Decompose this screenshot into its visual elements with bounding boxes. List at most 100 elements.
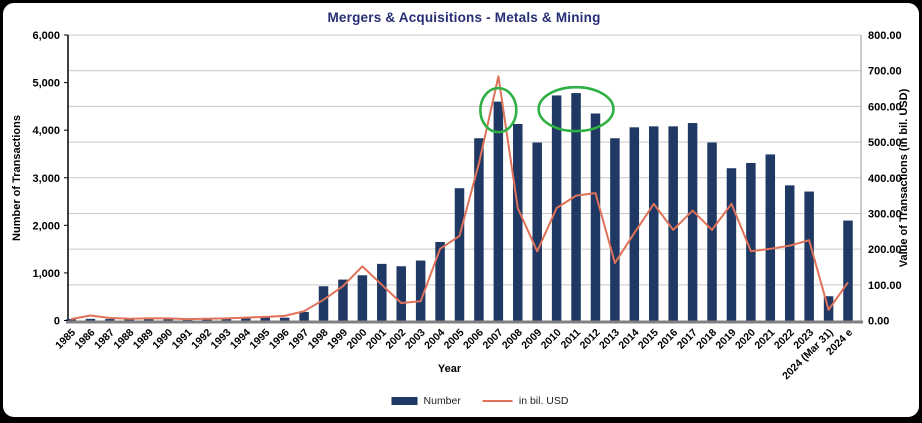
bar-2003 <box>415 260 426 321</box>
x-tick-label-2004: 2004 <box>422 327 447 352</box>
bar-2020 <box>746 162 756 321</box>
x-axis-title: Year <box>438 363 462 375</box>
bar-2024 e <box>843 220 853 321</box>
x-tick-label-2014: 2014 <box>616 327 641 352</box>
x-tick-label-1999: 1999 <box>325 327 350 352</box>
bar-2018 <box>707 142 717 321</box>
x-tick-label-1986: 1986 <box>73 327 98 352</box>
bar-1985 <box>66 319 76 321</box>
y-tick-label-right: 600.00 <box>868 101 902 113</box>
bar-1987 <box>105 319 115 321</box>
bar-2014 <box>629 127 640 321</box>
x-tick-label-1998: 1998 <box>306 327 331 352</box>
chart-title: Mergers & Acquisitions - Metals & Mining <box>327 10 601 25</box>
legend-bar-swatch-icon <box>391 397 418 405</box>
x-tick-label-1989: 1989 <box>131 327 156 352</box>
x-tick-label-2017: 2017 <box>675 327 700 352</box>
legend: Number in bil. USD <box>391 395 571 407</box>
bar-2009 <box>532 142 542 321</box>
bar-2006 <box>474 138 484 321</box>
y-tick-label-right: 400.00 <box>868 173 902 185</box>
bar-2008 <box>513 123 523 321</box>
bar-1989 <box>143 319 154 321</box>
bar-2001 <box>377 263 387 321</box>
bar-1993 <box>221 318 232 321</box>
x-tick-label-2015: 2015 <box>636 327 661 352</box>
plot-svg: 0 1,000 2,000 3,000 4,000 5,000 6,000 0.00 100.0… <box>11 30 910 382</box>
bar-2004 <box>435 241 445 321</box>
x-tick-label-1994: 1994 <box>228 327 253 352</box>
legend-line-label: in bil. USD <box>518 395 569 407</box>
x-tick-label-2003: 2003 <box>403 327 428 352</box>
x-tick-label-1987: 1987 <box>92 327 117 352</box>
usd-line <box>70 75 849 321</box>
y-tick-label-left: 1,000 <box>32 268 60 280</box>
bar-2019 <box>726 168 737 321</box>
y-tick-label-left: 0 <box>54 316 60 328</box>
annotation-ellipse-1 <box>479 86 518 134</box>
legend-bar-label: Number <box>423 395 461 407</box>
bar-2023 <box>804 191 814 321</box>
y-tick-label-right: 0.00 <box>868 316 889 328</box>
x-tick-label-2010: 2010 <box>539 327 564 352</box>
x-tick-label-2001: 2001 <box>364 327 389 352</box>
bar-2022 <box>784 185 795 321</box>
y-tick-label-right: 500.00 <box>868 137 902 149</box>
x-tick-label-2007: 2007 <box>480 327 505 352</box>
bar-1998 <box>318 286 329 321</box>
x-tick-label-1996: 1996 <box>267 327 292 352</box>
x-tick-label-2020: 2020 <box>733 327 758 352</box>
x-tick-label-2008: 2008 <box>500 327 525 352</box>
y-tick-label-right: 800.00 <box>868 30 902 42</box>
bar-2015 <box>649 126 659 321</box>
x-baseline <box>66 320 863 324</box>
x-tick-label-2002: 2002 <box>383 327 408 352</box>
bar-1988 <box>124 319 135 321</box>
bar-2017 <box>687 123 698 321</box>
legend-line-swatch-icon <box>482 400 513 402</box>
bar-2013 <box>610 138 620 321</box>
y-tick-label-left: 3,000 <box>32 173 60 185</box>
x-tick-label-1995: 1995 <box>247 327 272 352</box>
x-tick-label-2016: 2016 <box>655 327 680 352</box>
bar-2012 <box>590 113 601 321</box>
y-tick-label-right: 700.00 <box>868 66 902 78</box>
x-tick-label-2013: 2013 <box>597 327 622 352</box>
bar-1986 <box>85 318 96 321</box>
bar-1992 <box>202 319 212 321</box>
y-tick-label-left: 2,000 <box>32 220 60 232</box>
x-tick-label-1988: 1988 <box>111 327 136 352</box>
bar-2005 <box>454 188 465 321</box>
x-tick-label-1997: 1997 <box>286 327 311 352</box>
bar-1996 <box>279 317 290 321</box>
y-tick-label-left: 6,000 <box>32 30 60 42</box>
bar-2007 <box>493 101 504 321</box>
bar-2016 <box>668 126 678 321</box>
x-tick-label-2018: 2018 <box>694 327 719 352</box>
x-tick-label-2022: 2022 <box>772 327 797 352</box>
x-tick-label-2009: 2009 <box>519 327 544 352</box>
x-tick-label-1990: 1990 <box>150 327 175 352</box>
bar-1999 <box>338 279 348 321</box>
x-tick-label-2021: 2021 <box>752 327 777 352</box>
bar-1997 <box>299 311 309 321</box>
bar-2002 <box>396 266 406 321</box>
x-tick-label-2019: 2019 <box>714 327 739 352</box>
x-tick-label-2012: 2012 <box>578 327 603 352</box>
x-tick-label-2000: 2000 <box>344 327 369 352</box>
x-tick-label-2005: 2005 <box>442 327 467 352</box>
x-tick-label-2011: 2011 <box>559 327 584 352</box>
x-tick-label-1985: 1985 <box>53 327 78 352</box>
y-tick-label-right: 100.00 <box>868 280 902 292</box>
x-tick-label-2006: 2006 <box>461 327 486 352</box>
annotation-ellipse-2 <box>537 85 615 133</box>
x-tick-label-1992: 1992 <box>189 327 214 352</box>
y-axis-right-title: Value of Transactions (in bil. USD) <box>898 88 910 267</box>
y-tick-label-left: 4,000 <box>32 125 60 137</box>
x-tick-label-1991: 1991 <box>170 327 195 352</box>
bar-2021 <box>765 154 776 321</box>
bar-1990 <box>163 319 173 321</box>
x-tick-label-1993: 1993 <box>209 327 234 352</box>
y-tick-label-right: 300.00 <box>868 208 902 220</box>
